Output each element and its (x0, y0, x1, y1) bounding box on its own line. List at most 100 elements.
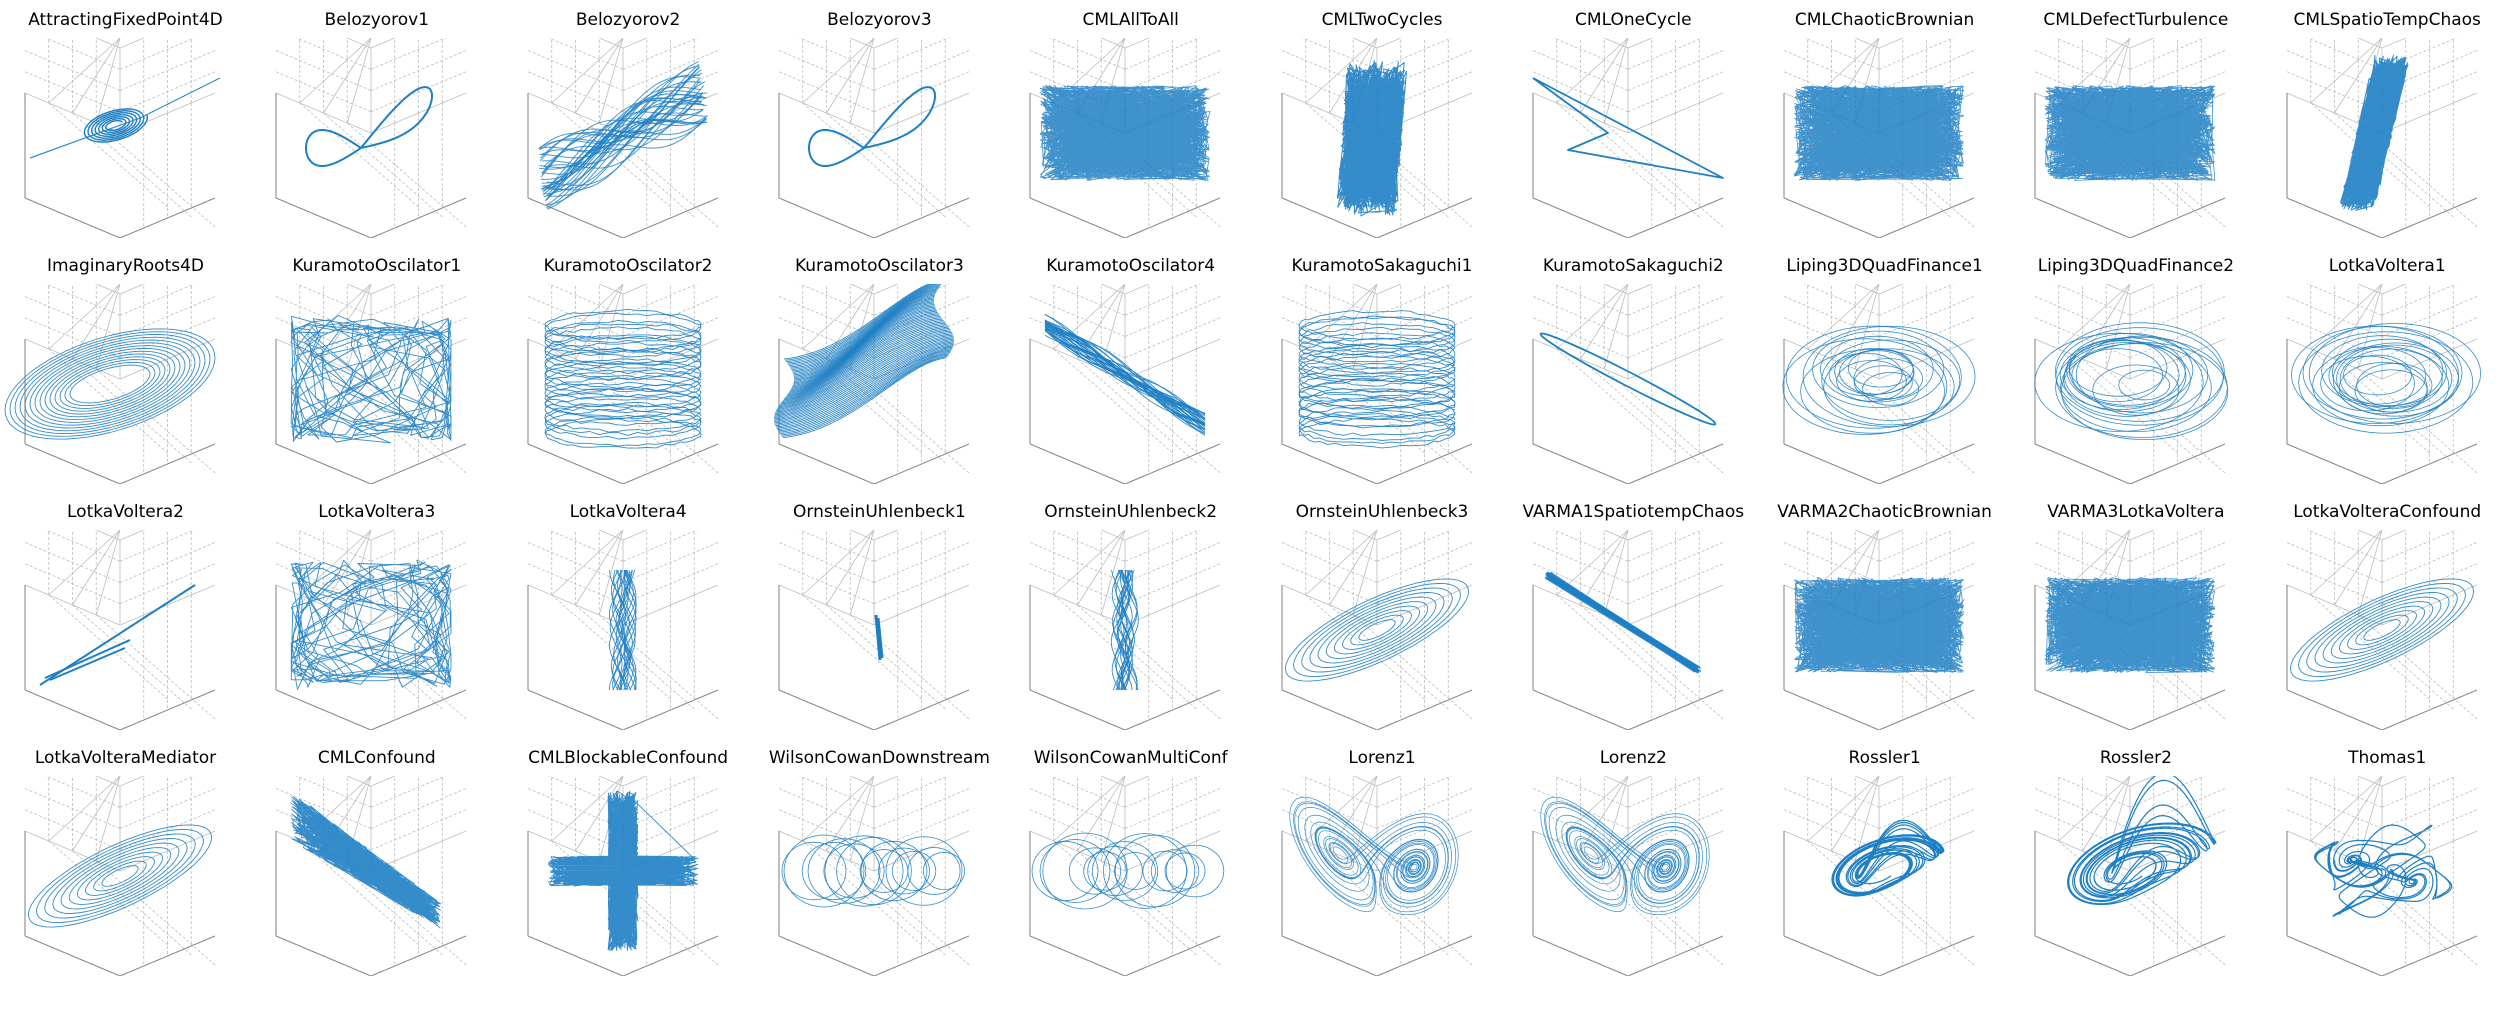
axes-box (275, 38, 468, 238)
plot-area (1532, 38, 1725, 238)
trajectory-line (1114, 569, 1128, 691)
trajectory-series (1831, 819, 1945, 897)
axes-box (1783, 776, 1976, 976)
trajectory-series (2313, 824, 2452, 918)
plot-title: VARMA1SpatiotempChaos (1522, 502, 1745, 522)
trajectory-series (1031, 832, 1225, 910)
trajectory-line (4, 328, 216, 440)
trajectory-line (2045, 85, 2216, 181)
plot-area (1782, 284, 1976, 484)
trajectory-line (44, 350, 176, 418)
trajectory-line (781, 841, 847, 901)
trajectory-series (2045, 577, 2216, 673)
plot-panel: VARMA2ChaoticBrownian (1759, 494, 2010, 744)
trajectory-line (2363, 619, 2401, 641)
trajectory-line (1121, 569, 1134, 691)
trajectory-line (779, 323, 947, 405)
trajectory-line (1820, 335, 1934, 403)
axes-box (1532, 530, 1725, 730)
trajectory-line (39, 347, 181, 421)
trajectory-line (782, 357, 947, 439)
trajectory-line (1298, 379, 1455, 411)
trajectory-line (2328, 347, 2426, 405)
axes-box (2286, 38, 2479, 238)
trajectory-series (2067, 776, 2217, 906)
trajectory-line (783, 284, 930, 360)
plot-area (1280, 38, 1474, 238)
trajectory-line (791, 307, 936, 389)
plot-area (4, 284, 217, 484)
trajectory-line (1103, 833, 1188, 909)
plot-panel: CMLDefectTurbulence (2010, 2, 2261, 252)
trajectory-series (1039, 85, 1211, 181)
trajectory-line (807, 86, 936, 167)
plot-title: Liping3DQuadFinance2 (2037, 256, 2235, 276)
trajectory-line (1042, 832, 1128, 910)
plot-panel: KuramotoOscilator1 (251, 248, 502, 498)
axes-box (527, 38, 720, 238)
trajectory-line (1298, 338, 1455, 370)
trajectory-line (2335, 344, 2452, 413)
trajectory-line (609, 569, 623, 691)
trajectory-series (1110, 569, 1140, 691)
trajectory-line (2330, 601, 2433, 659)
trajectory-line (824, 835, 904, 907)
trajectory-line (2354, 369, 2428, 413)
trajectory-line (54, 356, 166, 412)
plot-area (1280, 284, 1474, 484)
trajectory-line (1853, 365, 1913, 400)
trajectory-line (786, 314, 940, 396)
trajectory-line (2302, 326, 2463, 420)
trajectory-line (540, 100, 701, 190)
trajectory-line (544, 395, 701, 426)
trajectory-line (2339, 54, 2409, 211)
trajectory-line (2331, 338, 2447, 406)
plot-panel: CMLChaoticBrownian (1759, 2, 2010, 252)
trajectory-line (877, 847, 930, 895)
plot-panel: Rossler2 (2010, 740, 2261, 990)
trajectory-line (19, 336, 201, 432)
trajectory-line (2061, 342, 2229, 440)
trajectory-line (1298, 316, 1455, 349)
trajectory-line (836, 836, 912, 906)
trajectory-line (1298, 372, 1455, 403)
trajectory-line (2118, 369, 2171, 401)
trajectory-series (27, 824, 213, 928)
trajectory-line (622, 569, 636, 691)
plot-panel: KuramotoSakaguchi2 (1508, 248, 1759, 498)
trajectory-line (2034, 332, 2204, 432)
plot-panel: WilsonCowanMultiConf (1005, 740, 1256, 990)
trajectory-line (1298, 410, 1455, 441)
trajectory-series (538, 61, 708, 210)
trajectory-line (790, 287, 939, 369)
trajectory-line (1821, 339, 1961, 421)
trajectory-line (1087, 846, 1143, 896)
trajectory-line (1165, 844, 1225, 898)
axes-box (1280, 530, 1474, 730)
plot-panel: LotkaVoltera2 (0, 494, 251, 744)
trajectory-line (29, 342, 191, 426)
trajectory-line (2289, 578, 2474, 682)
axes-box (1029, 530, 1222, 730)
trajectory-line (781, 321, 945, 403)
trajectory-series (2034, 322, 2229, 440)
trajectory-line (2322, 596, 2442, 664)
trajectory-line (623, 569, 637, 691)
trajectory-series (1532, 77, 1724, 179)
plot-panel: Liping3DQuadFinance1 (1759, 248, 2010, 498)
trajectory-line (1292, 583, 1461, 677)
trajectory-series (1793, 85, 1965, 181)
trajectory-series (1544, 571, 1702, 674)
trajectory-line (1298, 343, 1455, 375)
trajectory-series (1288, 796, 1459, 916)
plot-area (275, 776, 468, 976)
plot-title: OrnsteinUhlenbeck1 (793, 502, 966, 522)
trajectory-line (1336, 60, 1407, 217)
trajectory-line (68, 847, 172, 905)
plot-area (275, 284, 468, 484)
trajectory-line (1114, 834, 1196, 908)
trajectory-line (1298, 417, 1455, 449)
trajectory-line (777, 350, 951, 432)
trajectory-line (1847, 348, 1914, 388)
plot-title: Belozyorov3 (827, 10, 932, 30)
